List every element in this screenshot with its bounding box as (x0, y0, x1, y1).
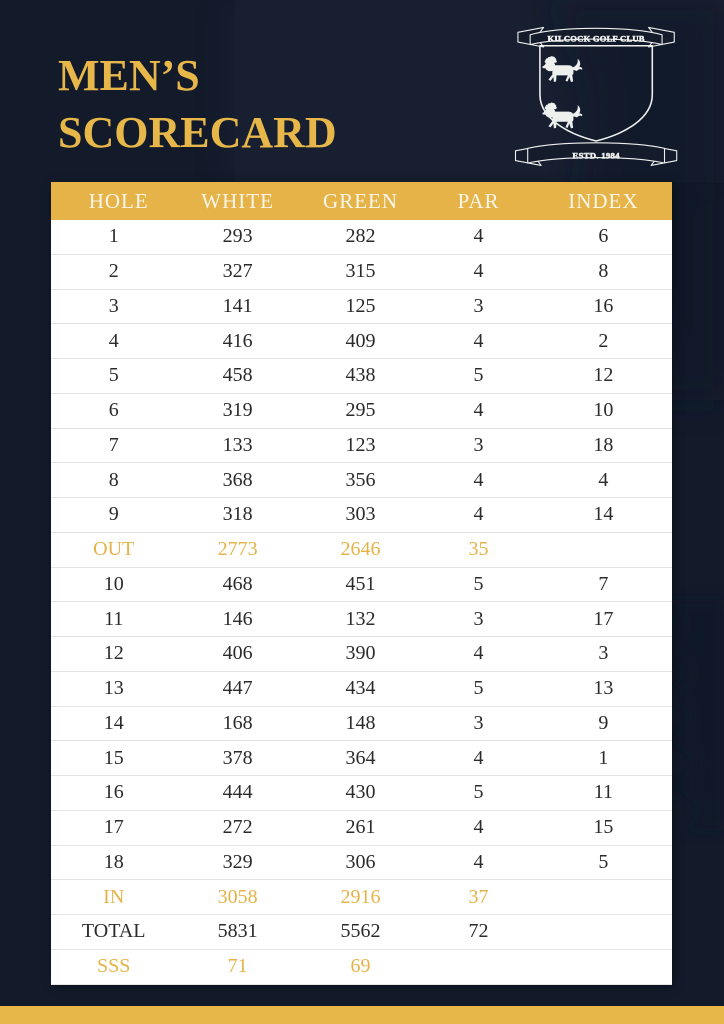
svg-text:ESTD. 1984: ESTD. 1984 (572, 151, 620, 161)
svg-text:KILCOCK GOLF CLUB: KILCOCK GOLF CLUB (548, 33, 645, 43)
